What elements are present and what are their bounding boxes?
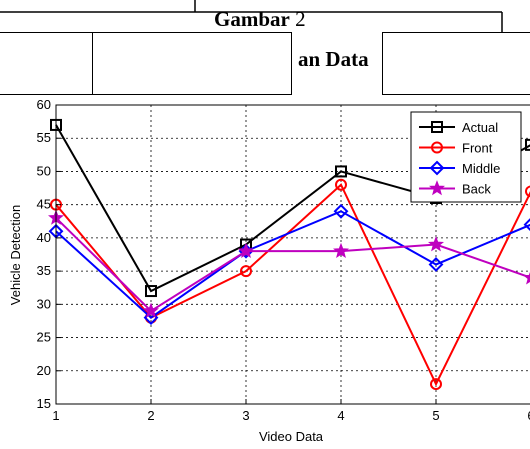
data-point-back	[333, 242, 349, 258]
y-tick-label: 25	[37, 330, 51, 345]
x-axis-label: Video Data	[259, 429, 324, 444]
y-tick-label: 40	[37, 230, 51, 245]
line-chart: 15202530354045505560123456 Video Data Ve…	[8, 97, 530, 444]
data-point-front	[525, 185, 530, 198]
legend-marker-actual	[431, 121, 443, 133]
plot-frame	[55, 104, 530, 405]
data-point-actual	[525, 138, 530, 151]
data-point-middle	[428, 257, 444, 272]
y-tick-label: 55	[37, 130, 51, 145]
y-tick-label: 50	[37, 163, 51, 178]
diagram-box-center	[92, 32, 292, 95]
x-tick-label: 6	[527, 408, 530, 423]
x-tick-label: 3	[242, 408, 249, 423]
diagram-connectors	[0, 0, 503, 32]
diagram-box-right	[382, 32, 530, 95]
y-tick-label: 35	[37, 263, 51, 278]
series-line-front	[55, 183, 530, 387]
legend-marker-back	[429, 180, 445, 196]
data-point-front	[240, 265, 252, 278]
data-point-back	[143, 302, 159, 318]
data-point-middle	[333, 203, 349, 219]
legend-label-actual: Actual	[462, 120, 498, 135]
data-point-back	[238, 242, 254, 258]
figure-caption: Gambar 2	[214, 7, 306, 32]
series-line-middle	[55, 210, 530, 319]
data-point-back	[428, 236, 444, 252]
y-axis-label: Vehicle Detection	[8, 205, 23, 305]
data-point-middle	[523, 218, 530, 232]
legend-marker-middle	[429, 160, 445, 176]
series-line-back	[55, 217, 530, 313]
data-point-front	[335, 178, 347, 191]
x-tick-label: 2	[147, 408, 154, 423]
y-tick-label: 45	[37, 197, 51, 212]
legend-label-middle: Middle	[462, 161, 500, 176]
caption-label: Gambar	[214, 7, 290, 31]
data-point-front	[430, 378, 442, 391]
caption-partial: an Data	[298, 47, 369, 71]
axis-ticks: 15202530354045505560123456	[37, 97, 530, 423]
data-point-back	[523, 271, 530, 285]
data-point-actual	[335, 165, 347, 178]
caption-number: 2	[295, 7, 306, 31]
diagram-box-left	[0, 32, 94, 95]
legend: Actual Front Middle Back	[410, 111, 522, 203]
x-tick-label: 5	[432, 408, 439, 423]
flow-diagram: Gambar 2 an Data	[0, 0, 530, 95]
x-tick-label: 4	[337, 408, 344, 423]
legend-label-back: Back	[462, 182, 491, 197]
legend-label-front: Front	[462, 141, 493, 156]
x-tick-label: 1	[52, 408, 59, 423]
y-tick-label: 30	[37, 296, 51, 311]
y-tick-label: 60	[37, 97, 51, 112]
legend-marker-front	[431, 141, 443, 154]
y-tick-label: 15	[37, 396, 51, 411]
y-tick-label: 20	[37, 363, 51, 378]
series-layer	[48, 118, 530, 391]
data-point-actual	[145, 285, 157, 298]
